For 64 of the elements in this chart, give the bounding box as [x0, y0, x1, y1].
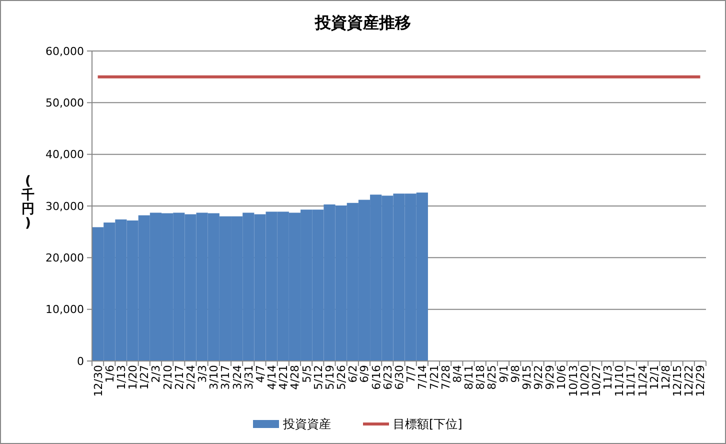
x-tick-label: 4/7 [254, 365, 267, 383]
x-tick-label: 8/11 [462, 365, 476, 390]
x-tick-label: 5/5 [300, 365, 314, 383]
x-tick-label: 8/18 [474, 365, 488, 390]
chart-title: 投資資産推移 [314, 13, 411, 32]
x-tick-label: 6/30 [393, 365, 406, 390]
x-tick-label: 9/1 [497, 365, 510, 383]
x-tick-label: 7/28 [439, 365, 452, 390]
x-tick-label: 4/14 [266, 365, 279, 390]
x-tick-label: 12/22 [682, 365, 696, 397]
x-tick-label: 6/2 [346, 365, 360, 383]
x-tick-label: 2/3 [150, 365, 163, 383]
x-tick-label: 2/10 [161, 365, 174, 390]
x-tick-label: 1/13 [114, 365, 128, 390]
x-tick-label: 10/6 [555, 365, 568, 390]
legend-label: 目標額[下位] [393, 417, 462, 432]
x-tick-label: 5/26 [335, 365, 348, 390]
x-tick-label: 9/8 [508, 365, 522, 383]
x-tick-label: 6/16 [370, 365, 383, 390]
x-tick-label: 2/24 [184, 365, 198, 390]
x-tick-label: 10/13 [566, 365, 580, 397]
y-tick-label: 60,000 [46, 44, 84, 58]
x-tick-label: 9/22 [532, 365, 546, 390]
x-tick-label: 7/14 [416, 365, 430, 390]
x-tick-label: 3/31 [242, 365, 256, 390]
legend-label: 投資資産 [282, 417, 331, 432]
x-tick-label: 3/17 [219, 365, 232, 390]
y-axis-title: (千円) [20, 174, 34, 231]
x-tick-label: 11/24 [636, 365, 650, 397]
x-tick-label: 12/8 [659, 365, 672, 390]
x-tick-label: 8/25 [486, 365, 499, 390]
x-tick-label: 6/23 [381, 365, 394, 390]
x-tick-label: 10/27 [590, 365, 603, 397]
x-tick-label: 9/29 [544, 365, 557, 390]
x-tick-label: 3/10 [208, 365, 221, 390]
x-tick-label: 4/21 [277, 365, 290, 390]
x-tick-label: 12/1 [648, 365, 661, 390]
x-tick-label: 1/27 [138, 365, 152, 390]
x-tick-label: 7/21 [428, 365, 441, 390]
x-tick-label: 7/7 [404, 365, 418, 383]
x-tick-label: 6/9 [358, 365, 372, 383]
x-tick-label: 1/6 [103, 365, 116, 383]
x-tick-label: 12/30 [92, 365, 105, 397]
x-tick-label: 10/20 [578, 365, 592, 397]
x-tick-label: 5/12 [312, 365, 325, 390]
x-tick-label: 12/15 [671, 365, 684, 397]
x-tick-label: 2/17 [172, 365, 186, 390]
y-tick-label: 30,000 [46, 200, 84, 213]
y-tick-label: 40,000 [46, 148, 84, 162]
x-tick-label: 5/19 [323, 365, 336, 390]
y-tick-label: 20,000 [46, 252, 84, 265]
x-tick-label: 9/15 [520, 365, 534, 390]
x-tick-label: 11/3 [602, 365, 615, 390]
x-tick-label: 8/4 [450, 365, 464, 383]
x-tick-label: 1/20 [126, 365, 140, 390]
x-tick-label: 12/29 [694, 365, 708, 397]
y-tick-label: 50,000 [46, 96, 84, 110]
x-tick-label: 4/28 [288, 365, 302, 390]
y-tick-label: 10,000 [46, 303, 84, 316]
x-tick-label: 11/10 [613, 365, 626, 397]
x-tick-label: 11/17 [624, 365, 638, 397]
x-tick-label: 3/24 [230, 365, 244, 390]
x-tick-label: 3/3 [196, 365, 210, 383]
y-tick-label: 0 [77, 354, 84, 368]
